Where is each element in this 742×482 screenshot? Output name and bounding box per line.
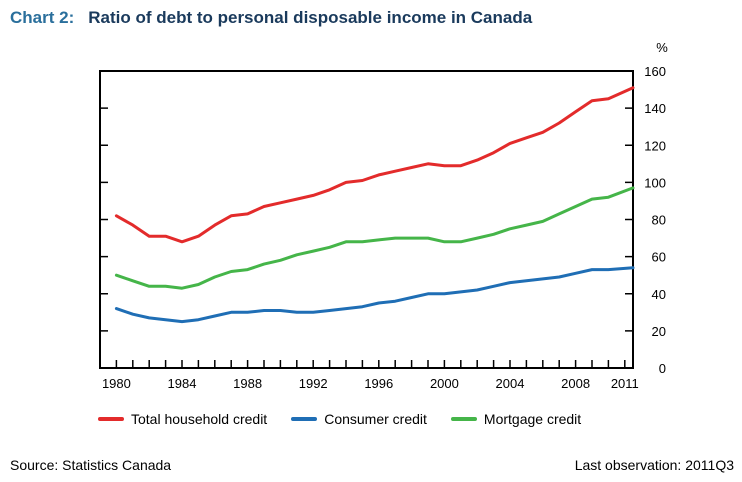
y-axis-unit: % [656, 40, 668, 55]
y-axis: 0 20 40 60 80 100 120 140 160 [100, 64, 666, 376]
legend-item-consumer: Consumer credit [291, 411, 427, 427]
x-axis: 1980 1984 1988 1992 1996 2000 2004 2008 2011 [99, 360, 639, 391]
series-line-consumer-credit [114, 266, 635, 324]
legend-swatch-total [98, 417, 124, 421]
legend-item-total: Total household credit [98, 411, 267, 427]
legend: Total household credit Consumer credit M… [98, 411, 605, 427]
x-tick-label: 1988 [233, 376, 262, 391]
x-tick-label: 2000 [430, 376, 459, 391]
y-tick-label: 100 [644, 175, 666, 190]
last-observation-note: Last observation: 2011Q3 [574, 457, 734, 473]
x-tick-label: 2011 [611, 376, 639, 391]
chart-number: Chart 2: [10, 8, 75, 27]
series-line-mortgage-credit [114, 186, 635, 290]
x-tick-label: 1992 [299, 376, 328, 391]
x-tick-label: 1980 [102, 376, 131, 391]
y-tick-label: 0 [659, 361, 666, 376]
series-lines [114, 86, 635, 324]
chart-title-text: Ratio of debt to personal disposable inc… [88, 8, 533, 27]
x-tick-label: 2008 [561, 376, 590, 391]
y-tick-label: 40 [652, 287, 666, 302]
source-note: Source: Statistics Canada [10, 457, 172, 473]
legend-swatch-consumer [291, 417, 318, 421]
y-tick-label: 120 [644, 138, 666, 153]
y-tick-label: 20 [652, 324, 666, 339]
legend-label-consumer: Consumer credit [324, 411, 427, 427]
y-tick-label: 60 [652, 250, 666, 265]
x-tick-label: 1996 [364, 376, 393, 391]
series-line-total-household-credit [114, 86, 635, 244]
legend-label-mortgage: Mortgage credit [483, 411, 582, 427]
plot-area-frame [99, 70, 634, 369]
x-tick-label: 2004 [496, 376, 525, 391]
chart-title: Chart 2: Ratio of debt to personal dispos… [10, 8, 532, 28]
y-tick-label: 160 [644, 64, 666, 79]
legend-item-mortgage: Mortgage credit [450, 411, 582, 427]
y-tick-label: 140 [644, 101, 666, 116]
legend-label-total: Total household credit [131, 411, 268, 427]
y-tick-label: 80 [652, 213, 666, 228]
legend-swatch-mortgage [450, 417, 477, 421]
x-tick-label: 1984 [168, 376, 197, 391]
